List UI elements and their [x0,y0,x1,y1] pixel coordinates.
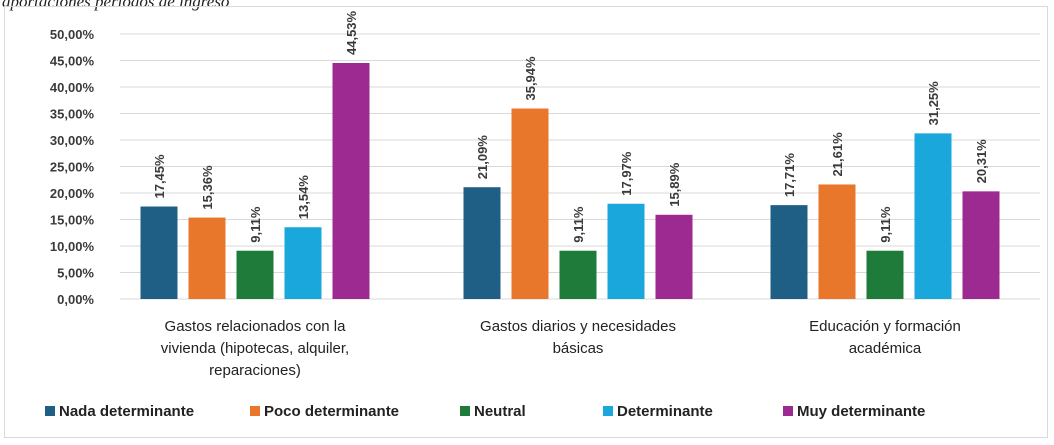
bar [284,227,322,299]
data-label: 15,89% [667,162,682,207]
bar [188,217,226,299]
legend-swatch [603,406,613,416]
legend-swatch [45,406,55,416]
bar [962,191,1000,299]
y-tick-label: 45,00% [50,54,95,69]
data-label: 17,97% [619,151,634,196]
category-label: Educación y formación [809,318,961,335]
data-label: 15,36% [200,165,215,210]
category-label: Gastos relacionados con la [165,318,347,335]
data-label: 21,61% [830,132,845,177]
bar [559,250,597,299]
data-label: 35,94% [523,56,538,101]
data-label: 9,11% [248,206,263,243]
bar [818,184,856,299]
category-label: académica [849,340,922,357]
y-tick-label: 5,00% [57,266,94,281]
legend-label: Determinante [617,403,713,420]
category-label: básicas [553,340,604,357]
bar [140,206,178,299]
legend-label: Muy determinante [797,403,925,420]
y-tick-label: 35,00% [50,107,95,122]
category-label: vivienda (hipotecas, alquiler, [161,340,349,357]
category-label: reparaciones) [209,362,301,379]
data-label: 21,09% [475,135,490,180]
bar [511,108,549,299]
legend-swatch [250,406,260,416]
y-tick-label: 40,00% [50,80,95,95]
bar [236,250,274,299]
bar [607,203,645,299]
data-label: 9,11% [571,206,586,243]
y-tick-label: 30,00% [50,133,95,148]
bar [914,133,952,299]
legend-label: Nada determinante [59,403,194,420]
y-tick-label: 10,00% [50,239,95,254]
category-label: Gastos diarios y necesidades [480,318,676,335]
data-label: 17,71% [782,153,797,198]
legend-swatch [460,406,470,416]
data-label: 17,45% [152,154,167,199]
y-tick-label: 20,00% [50,186,95,201]
y-tick-label: 0,00% [57,292,94,307]
bar [332,62,370,300]
legend-label: Neutral [474,403,526,420]
bar [866,250,904,299]
data-label: 31,25% [926,81,941,126]
y-tick-label: 25,00% [50,160,95,175]
bar [655,214,693,299]
data-label: 44,53% [344,10,359,55]
bar [463,187,501,299]
data-label: 20,31% [974,139,989,184]
y-tick-label: 50,00% [50,27,95,42]
top-caption: aportaciones periodos de ingreso [2,0,230,11]
data-label: 13,54% [296,175,311,220]
legend-swatch [783,406,793,416]
chart-frame [4,6,1048,438]
data-label: 9,11% [878,206,893,243]
legend-label: Poco determinante [264,403,399,420]
y-tick-label: 15,00% [50,213,95,228]
bar [770,205,808,299]
